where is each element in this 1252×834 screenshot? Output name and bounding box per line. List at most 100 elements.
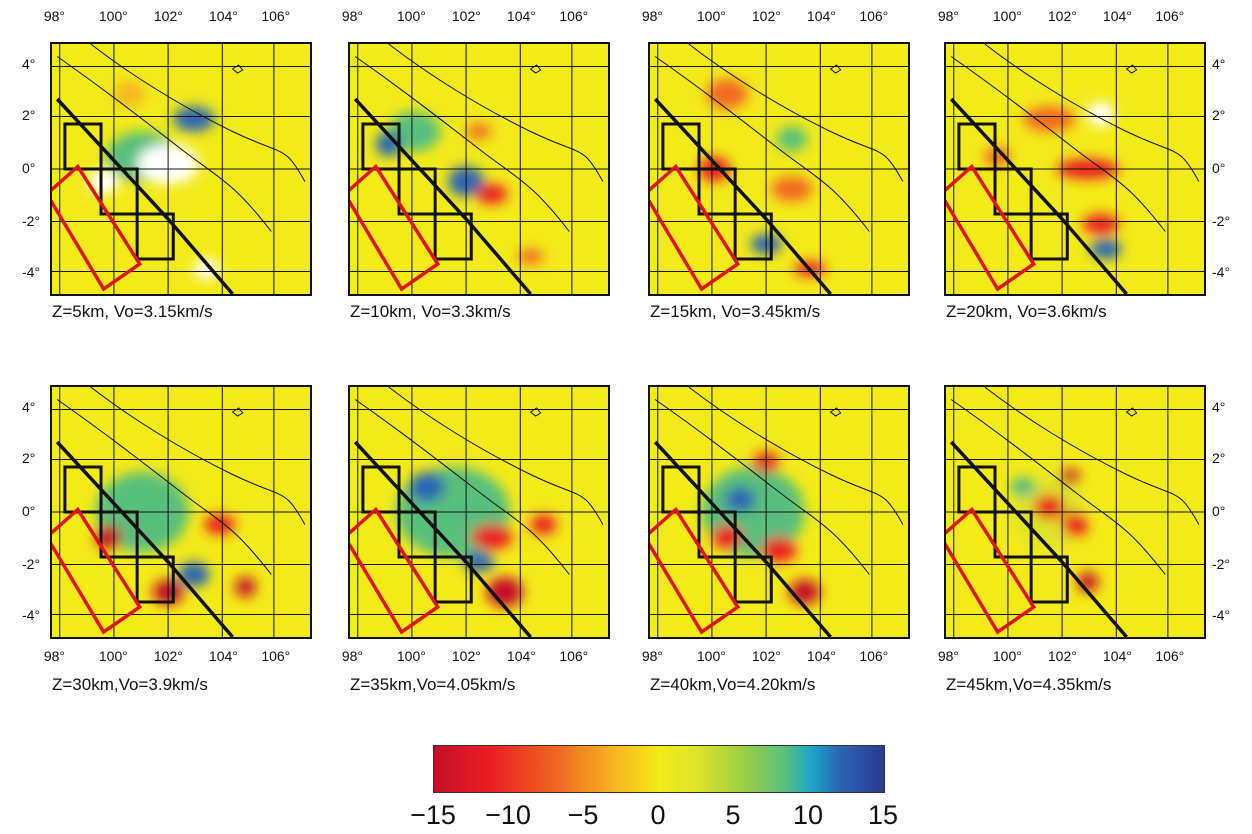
lat-tick-label: 0°: [22, 503, 36, 519]
coastline: [56, 387, 306, 575]
panel-caption: Z=5km, Vo=3.15km/s: [52, 302, 213, 321]
lon-tick-label: 104°: [1102, 8, 1132, 24]
study-box: [433, 212, 473, 261]
lon-tick-label: 104°: [208, 8, 238, 24]
anomaly-layer: [396, 467, 557, 607]
anomaly-layer: [699, 79, 826, 277]
lat-tick-label: 2°: [1212, 106, 1226, 123]
coastline: [654, 44, 904, 232]
lat-tick-label: 2°: [22, 449, 36, 466]
anomaly-blob: [1010, 477, 1037, 497]
study-box: [63, 465, 103, 514]
tomography-map: [348, 42, 610, 296]
lon-tick-label: 102°: [153, 648, 183, 664]
lon-tick-label: 98°: [937, 8, 960, 24]
lon-tick-label: 102°: [451, 648, 481, 664]
lon-tick-label: 98°: [937, 648, 960, 664]
lat-tick-label: -4°: [1212, 607, 1231, 624]
panel-caption: Z=30km,Vo=3.9km/s: [52, 675, 208, 694]
coastline: [654, 387, 904, 575]
lon-tick-label: 98°: [341, 648, 364, 664]
anomaly-blob: [476, 184, 508, 204]
coastline: [354, 44, 604, 232]
anomaly-blob: [711, 524, 743, 550]
anomaly-blob: [1082, 214, 1119, 234]
anomaly-blob: [204, 514, 236, 535]
study-box: [135, 212, 175, 261]
fault-line: [653, 440, 832, 637]
study-box: [361, 465, 401, 514]
map-svg: [946, 387, 1204, 637]
panel-caption: Z=45km,Vo=4.35km/s: [946, 675, 1112, 694]
lon-tick-label: 100°: [696, 8, 726, 24]
anomaly-blob: [984, 146, 1011, 167]
lon-tick-label: 104°: [806, 648, 836, 664]
map-svg: [350, 44, 608, 294]
tomography-map: [50, 42, 312, 296]
lat-tick-label: -2°: [1212, 213, 1231, 230]
map-svg: [350, 387, 608, 637]
anomaly-blob: [1023, 106, 1075, 132]
coastline: [354, 387, 604, 575]
lon-tick-label: 104°: [1102, 648, 1132, 664]
anomaly-blob: [530, 514, 557, 535]
study-box: [993, 167, 1033, 216]
study-box: [697, 510, 737, 559]
study-box: [63, 122, 103, 171]
anomaly-blob: [1033, 494, 1065, 520]
red-study-region: [52, 163, 143, 292]
anomaly-blob: [235, 577, 256, 597]
fault-line: [353, 440, 532, 637]
lon-tick-label: 98°: [641, 8, 664, 24]
study-box: [661, 122, 701, 171]
fault-line: [949, 440, 1128, 637]
study-box: [1029, 555, 1069, 604]
colorbar-tick-label: 10: [792, 800, 824, 830]
fault-line: [949, 97, 1128, 294]
lon-tick-label: 106°: [859, 648, 889, 664]
colorbar-tick-label: 5: [725, 800, 741, 830]
coastline: [950, 387, 1200, 575]
map-svg: [52, 387, 310, 637]
red-study-region: [52, 506, 143, 635]
anomaly-blob: [88, 169, 120, 194]
anomaly-layer: [1010, 469, 1099, 592]
anomaly-blob: [1062, 512, 1088, 537]
anomaly-blob: [517, 249, 544, 264]
lat-tick-label: 4°: [22, 55, 36, 72]
lon-tick-label: 104°: [506, 648, 536, 664]
anomaly-blob: [178, 562, 210, 587]
anomaly-blob: [486, 577, 523, 607]
lat-tick-label: 4°: [1212, 55, 1226, 72]
lat-tick-label: 0°: [1212, 503, 1226, 519]
tomography-map: [944, 385, 1206, 639]
lat-tick-label: 4°: [1212, 398, 1226, 415]
lon-tick-label: 102°: [451, 8, 481, 24]
anomaly-blob: [409, 472, 446, 502]
study-box: [661, 465, 701, 514]
lon-tick-label: 98°: [341, 8, 364, 24]
lon-tick-label: 98°: [43, 648, 66, 664]
tomography-map: [648, 385, 910, 639]
lat-tick-label: -4°: [1212, 264, 1231, 281]
anomaly-blob: [776, 126, 808, 152]
colorbar-tick-label: 0: [650, 800, 666, 830]
lat-tick-label: -2°: [1212, 556, 1231, 573]
anomaly-layer: [984, 101, 1122, 259]
study-box: [733, 555, 773, 604]
colorbar: [433, 745, 885, 793]
lon-tick-label: 102°: [153, 8, 183, 24]
coastline: [56, 44, 306, 232]
tomography-map: [50, 385, 312, 639]
study-box: [957, 122, 997, 171]
lat-tick-label: 0°: [1212, 160, 1226, 176]
lon-tick-label: 104°: [806, 8, 836, 24]
lon-tick-label: 102°: [1047, 648, 1077, 664]
red-study-region: [650, 506, 741, 635]
anomaly-layer: [88, 81, 220, 279]
lon-tick-label: 100°: [98, 648, 128, 664]
lon-tick-label: 102°: [1047, 8, 1077, 24]
study-box: [697, 167, 737, 216]
lon-tick-label: 100°: [696, 648, 726, 664]
lon-tick-label: 106°: [261, 648, 291, 664]
